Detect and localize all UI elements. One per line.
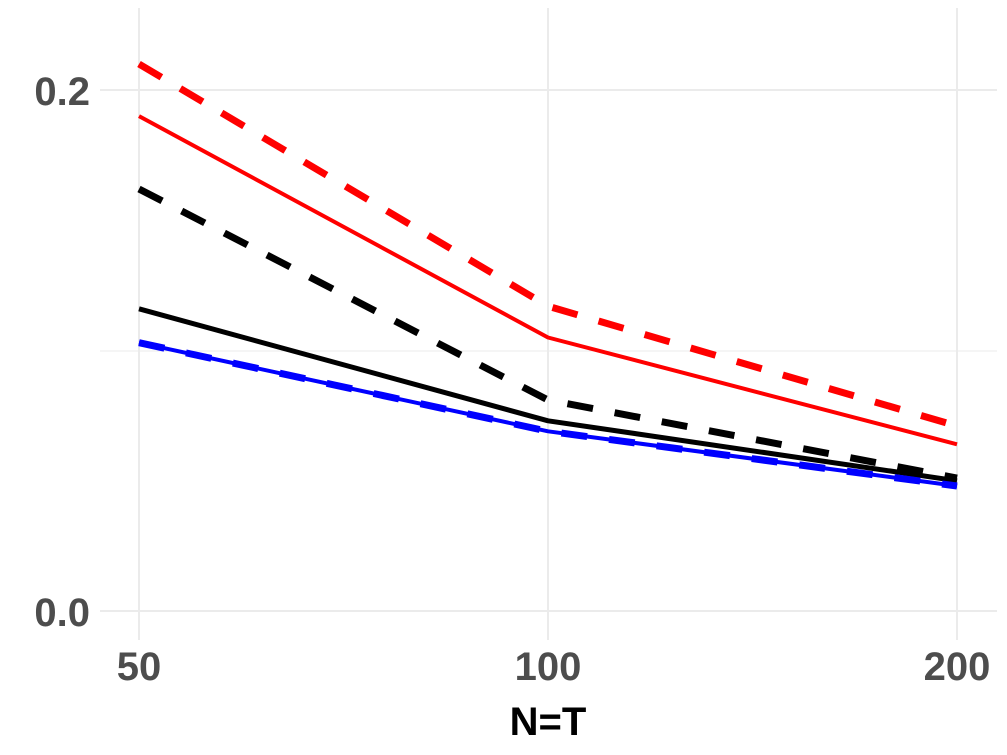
y-tick-label: 0.2 [34, 70, 90, 114]
x-tick-label: 100 [515, 645, 582, 689]
y-axis-labels: 0.2 0.0 [34, 70, 90, 635]
series-line-black-dashed [137, 185, 958, 482]
series-line-red-solid [138, 114, 958, 447]
y-tick-label: 0.0 [34, 591, 90, 635]
series-line-black-solid [138, 306, 958, 484]
x-axis-labels: 50 100 200 [117, 645, 991, 689]
x-tick-label: 200 [924, 645, 991, 689]
x-axis-title: N=T [510, 700, 587, 744]
grid [100, 8, 997, 640]
series-line-blue-solid [138, 340, 958, 488]
series-layer [137, 60, 958, 490]
x-tick-label: 50 [117, 645, 162, 689]
series-line-red-dashed [137, 60, 958, 430]
